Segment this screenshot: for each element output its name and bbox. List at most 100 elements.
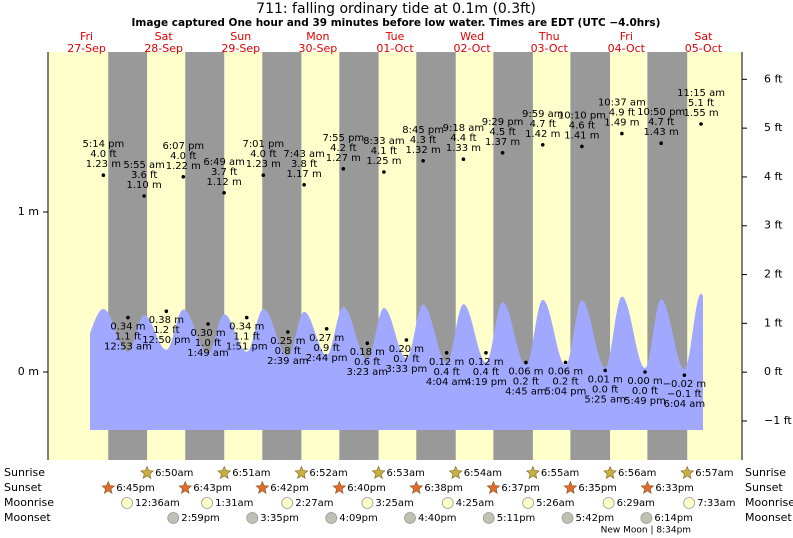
tide-label: 3:33 pm xyxy=(386,364,428,375)
tide-label: 4.0 ft xyxy=(170,151,196,162)
tide-point xyxy=(142,194,146,198)
weekday-label: Sun xyxy=(230,30,251,43)
tide-label: 0.12 m xyxy=(429,357,464,368)
tide-label: 4.9 ft xyxy=(609,108,635,119)
tide-curve xyxy=(90,293,703,430)
moonrise-time: 12:36am xyxy=(135,498,180,509)
tide-point xyxy=(643,370,647,374)
tide-label: 6:07 pm xyxy=(162,141,204,152)
tide-label: 1:49 am xyxy=(187,348,229,359)
tide-label: 0.01 m xyxy=(588,374,623,385)
sunset-time: 6:43pm xyxy=(193,483,232,494)
weekday-label: Wed xyxy=(460,30,484,43)
tide-label: 5:49 pm xyxy=(624,396,666,407)
tide-label: 1.23 m xyxy=(86,159,121,170)
moonrise-time: 7:33am xyxy=(697,498,735,509)
moonrise-time: 5:26am xyxy=(536,498,574,509)
weekday-label: Fri xyxy=(620,30,633,43)
tide-point xyxy=(620,131,624,136)
tide-label: 0.2 ft xyxy=(552,376,578,387)
sunset-icon xyxy=(332,480,347,494)
y-tick-label: 1 m xyxy=(18,205,39,218)
tide-label: 12:53 am xyxy=(104,342,152,353)
row-label: Moonset xyxy=(4,511,51,524)
tide-label: 0.2 ft xyxy=(513,376,539,387)
moonset-time: 5:11pm xyxy=(497,513,536,524)
tide-point xyxy=(324,327,329,331)
tide-label: 4.7 ft xyxy=(648,117,674,128)
row-label: Sunrise xyxy=(4,466,45,479)
row-label: Moonset xyxy=(745,511,792,524)
tide-point xyxy=(524,360,528,365)
moonset-time: 5:42pm xyxy=(576,513,615,524)
weekday-label: Mon xyxy=(306,30,329,43)
tide-point xyxy=(484,351,488,355)
tide-label: 0.7 ft xyxy=(393,354,419,365)
sunrise-time: 6:52am xyxy=(309,468,347,479)
moonrise-icon xyxy=(683,497,696,509)
tide-label: 2:39 am xyxy=(267,356,309,367)
row-label: Sunset xyxy=(745,481,783,494)
y2-tick-label: 0 ft xyxy=(764,365,783,378)
tide-label: 1.0 ft xyxy=(195,338,221,349)
row-label: Sunrise xyxy=(745,466,786,479)
sunrise-icon xyxy=(525,465,540,479)
sunrise-time: 6:56am xyxy=(618,468,656,479)
y2-tick-label: 3 ft xyxy=(764,219,783,232)
tide-label: 10:50 pm xyxy=(637,107,685,118)
weekday-label: Thu xyxy=(538,30,560,43)
moonrise-icon xyxy=(281,497,294,509)
tide-label: 1.43 m xyxy=(644,127,679,138)
tide-point xyxy=(164,309,169,314)
tide-point xyxy=(540,143,545,147)
tide-label: 1.55 m xyxy=(683,108,718,119)
y2-tick-label: 4 ft xyxy=(764,170,783,183)
tide-label: 4.7 ft xyxy=(530,119,556,130)
row-label: Moonrise xyxy=(745,496,793,509)
tide-point xyxy=(699,122,703,126)
tide-label: 2:44 pm xyxy=(306,353,348,364)
tide-label: 9:18 am xyxy=(443,123,485,134)
tide-label: 0.25 m xyxy=(270,336,305,347)
tide-label: 3.8 ft xyxy=(291,159,317,170)
sunrise-icon xyxy=(140,465,154,479)
sunset-icon xyxy=(409,480,424,494)
tide-point xyxy=(261,173,266,177)
moonrise-icon xyxy=(522,497,535,509)
tide-point xyxy=(126,315,130,320)
tide-label: 0.0 ft xyxy=(632,386,658,397)
date-label: 27-Sep xyxy=(67,42,106,55)
moonrise-icon xyxy=(201,497,213,509)
tide-label: 1.25 m xyxy=(366,156,401,167)
tide-label: 1.49 m xyxy=(604,118,639,129)
tide-label: 5.1 ft xyxy=(688,98,714,109)
tide-label: 4.0 ft xyxy=(250,149,276,160)
moon-phase: New Moon | 8:34pm xyxy=(601,526,691,536)
tide-point xyxy=(659,141,663,145)
tide-label: 0.27 m xyxy=(309,333,344,344)
sunset-time: 6:42pm xyxy=(270,483,309,494)
y2-tick-label: 1 ft xyxy=(764,316,783,329)
date-label: 03-Oct xyxy=(531,42,569,55)
moonset-icon xyxy=(246,512,259,524)
moonrise-time: 2:27am xyxy=(295,498,333,509)
moonset-icon xyxy=(561,512,574,524)
sunrise-icon xyxy=(294,465,309,479)
tide-point xyxy=(244,315,249,320)
tide-label: 0.6 ft xyxy=(354,357,380,368)
tide-label: 4:04 am xyxy=(426,377,468,388)
tide-label: 4.4 ft xyxy=(450,133,476,144)
date-label: 01-Oct xyxy=(376,42,414,55)
tide-point xyxy=(461,157,466,161)
tide-label: 8:45 pm xyxy=(402,125,444,136)
tide-label: 3.6 ft xyxy=(131,170,157,181)
tide-label: 1.10 m xyxy=(127,180,162,191)
tide-label: 7:43 am xyxy=(283,149,325,160)
date-label: 04-Oct xyxy=(608,42,646,55)
tide-label: 9:59 am xyxy=(522,109,564,120)
tide-point xyxy=(404,338,409,342)
sunrise-time: 6:57am xyxy=(695,468,733,479)
weekday-label: Sat xyxy=(155,30,174,43)
tide-label: 5:25 am xyxy=(584,394,626,405)
